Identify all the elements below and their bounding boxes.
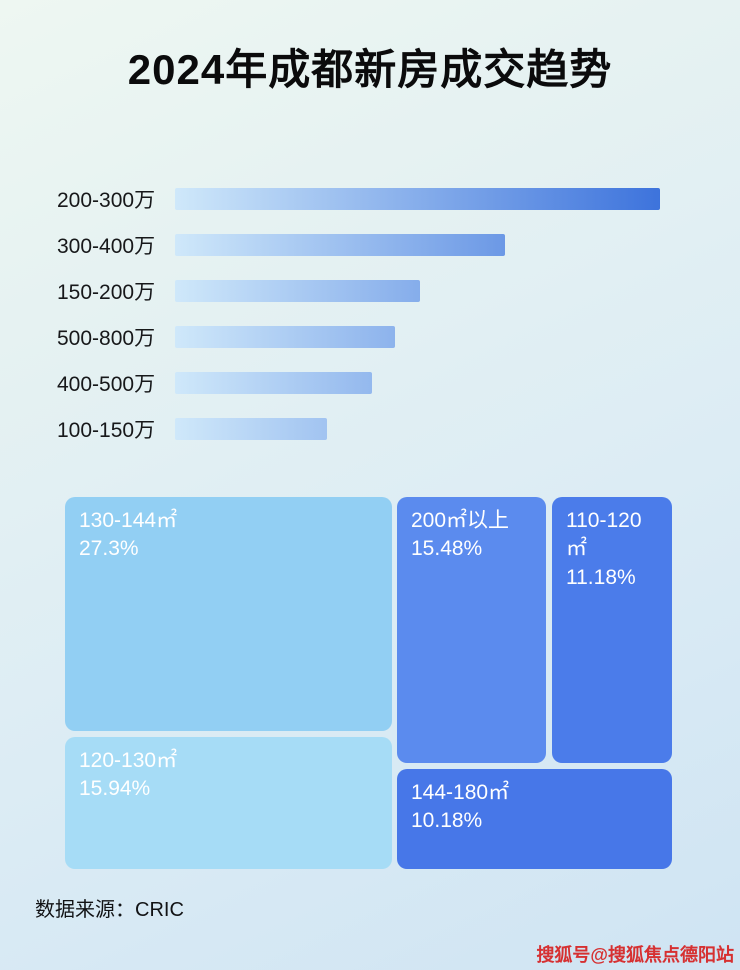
data-source: 数据来源：CRIC: [35, 899, 184, 921]
bar-category-label: 500-800万: [57, 327, 156, 350]
bar-chart: 200-300万 300-400万 150-200万 500-800万 400-…: [57, 188, 660, 464]
treemap-block-value: 15.94%: [79, 777, 151, 801]
treemap-block: 120-130㎡ 15.94%: [65, 737, 392, 869]
treemap-block-label: 120-130㎡: [79, 749, 178, 772]
treemap-block: 110-120㎡ 11.18%: [552, 497, 672, 763]
bar-row: 500-800万: [57, 326, 660, 350]
treemap-block-value: 27.3%: [79, 537, 139, 561]
bar-category-label: 150-200万: [57, 281, 156, 304]
treemap-block-value: 15.48%: [411, 537, 483, 561]
bar-row: 400-500万: [57, 372, 660, 396]
bar-row: 200-300万: [57, 188, 660, 212]
treemap-block-label: 144-180㎡: [411, 781, 510, 804]
bar: [175, 372, 372, 394]
bar-row: 300-400万: [57, 234, 660, 258]
bar: [175, 418, 327, 440]
treemap-block-label: 200㎡以上: [411, 509, 510, 532]
bar-track: [175, 418, 660, 440]
watermark: 搜狐号@搜狐焦点德阳站: [536, 945, 734, 965]
bar: [175, 326, 396, 348]
bar-category-label: 200-300万: [57, 189, 156, 212]
bar-track: [175, 234, 660, 256]
bar-track: [175, 372, 660, 394]
treemap-block: 200㎡以上 15.48%: [397, 497, 546, 763]
treemap: 130-144㎡ 27.3% 120-130㎡ 15.94% 200㎡以上 15…: [65, 497, 672, 869]
treemap-block-value: 11.18%: [566, 565, 636, 589]
bar-category-label: 400-500万: [57, 373, 156, 396]
bar: [175, 234, 505, 256]
bar-track: [175, 188, 660, 210]
bar: [175, 280, 420, 302]
bar-track: [175, 326, 660, 348]
bar-category-label: 100-150万: [57, 419, 156, 442]
bar-category-label: 300-400万: [57, 235, 156, 258]
bar-row: 150-200万: [57, 280, 660, 304]
bar: [175, 188, 660, 210]
treemap-block: 130-144㎡ 27.3%: [65, 497, 392, 731]
bar-row: 100-150万: [57, 418, 660, 442]
treemap-block: 144-180㎡ 10.18%: [397, 769, 672, 869]
treemap-block-value: 10.18%: [411, 809, 483, 833]
treemap-block-label: 130-144㎡: [79, 509, 178, 532]
page-title: 2024年成都新房成交趋势: [127, 46, 613, 93]
bar-track: [175, 280, 660, 302]
treemap-block-label: 110-120㎡: [566, 509, 642, 561]
